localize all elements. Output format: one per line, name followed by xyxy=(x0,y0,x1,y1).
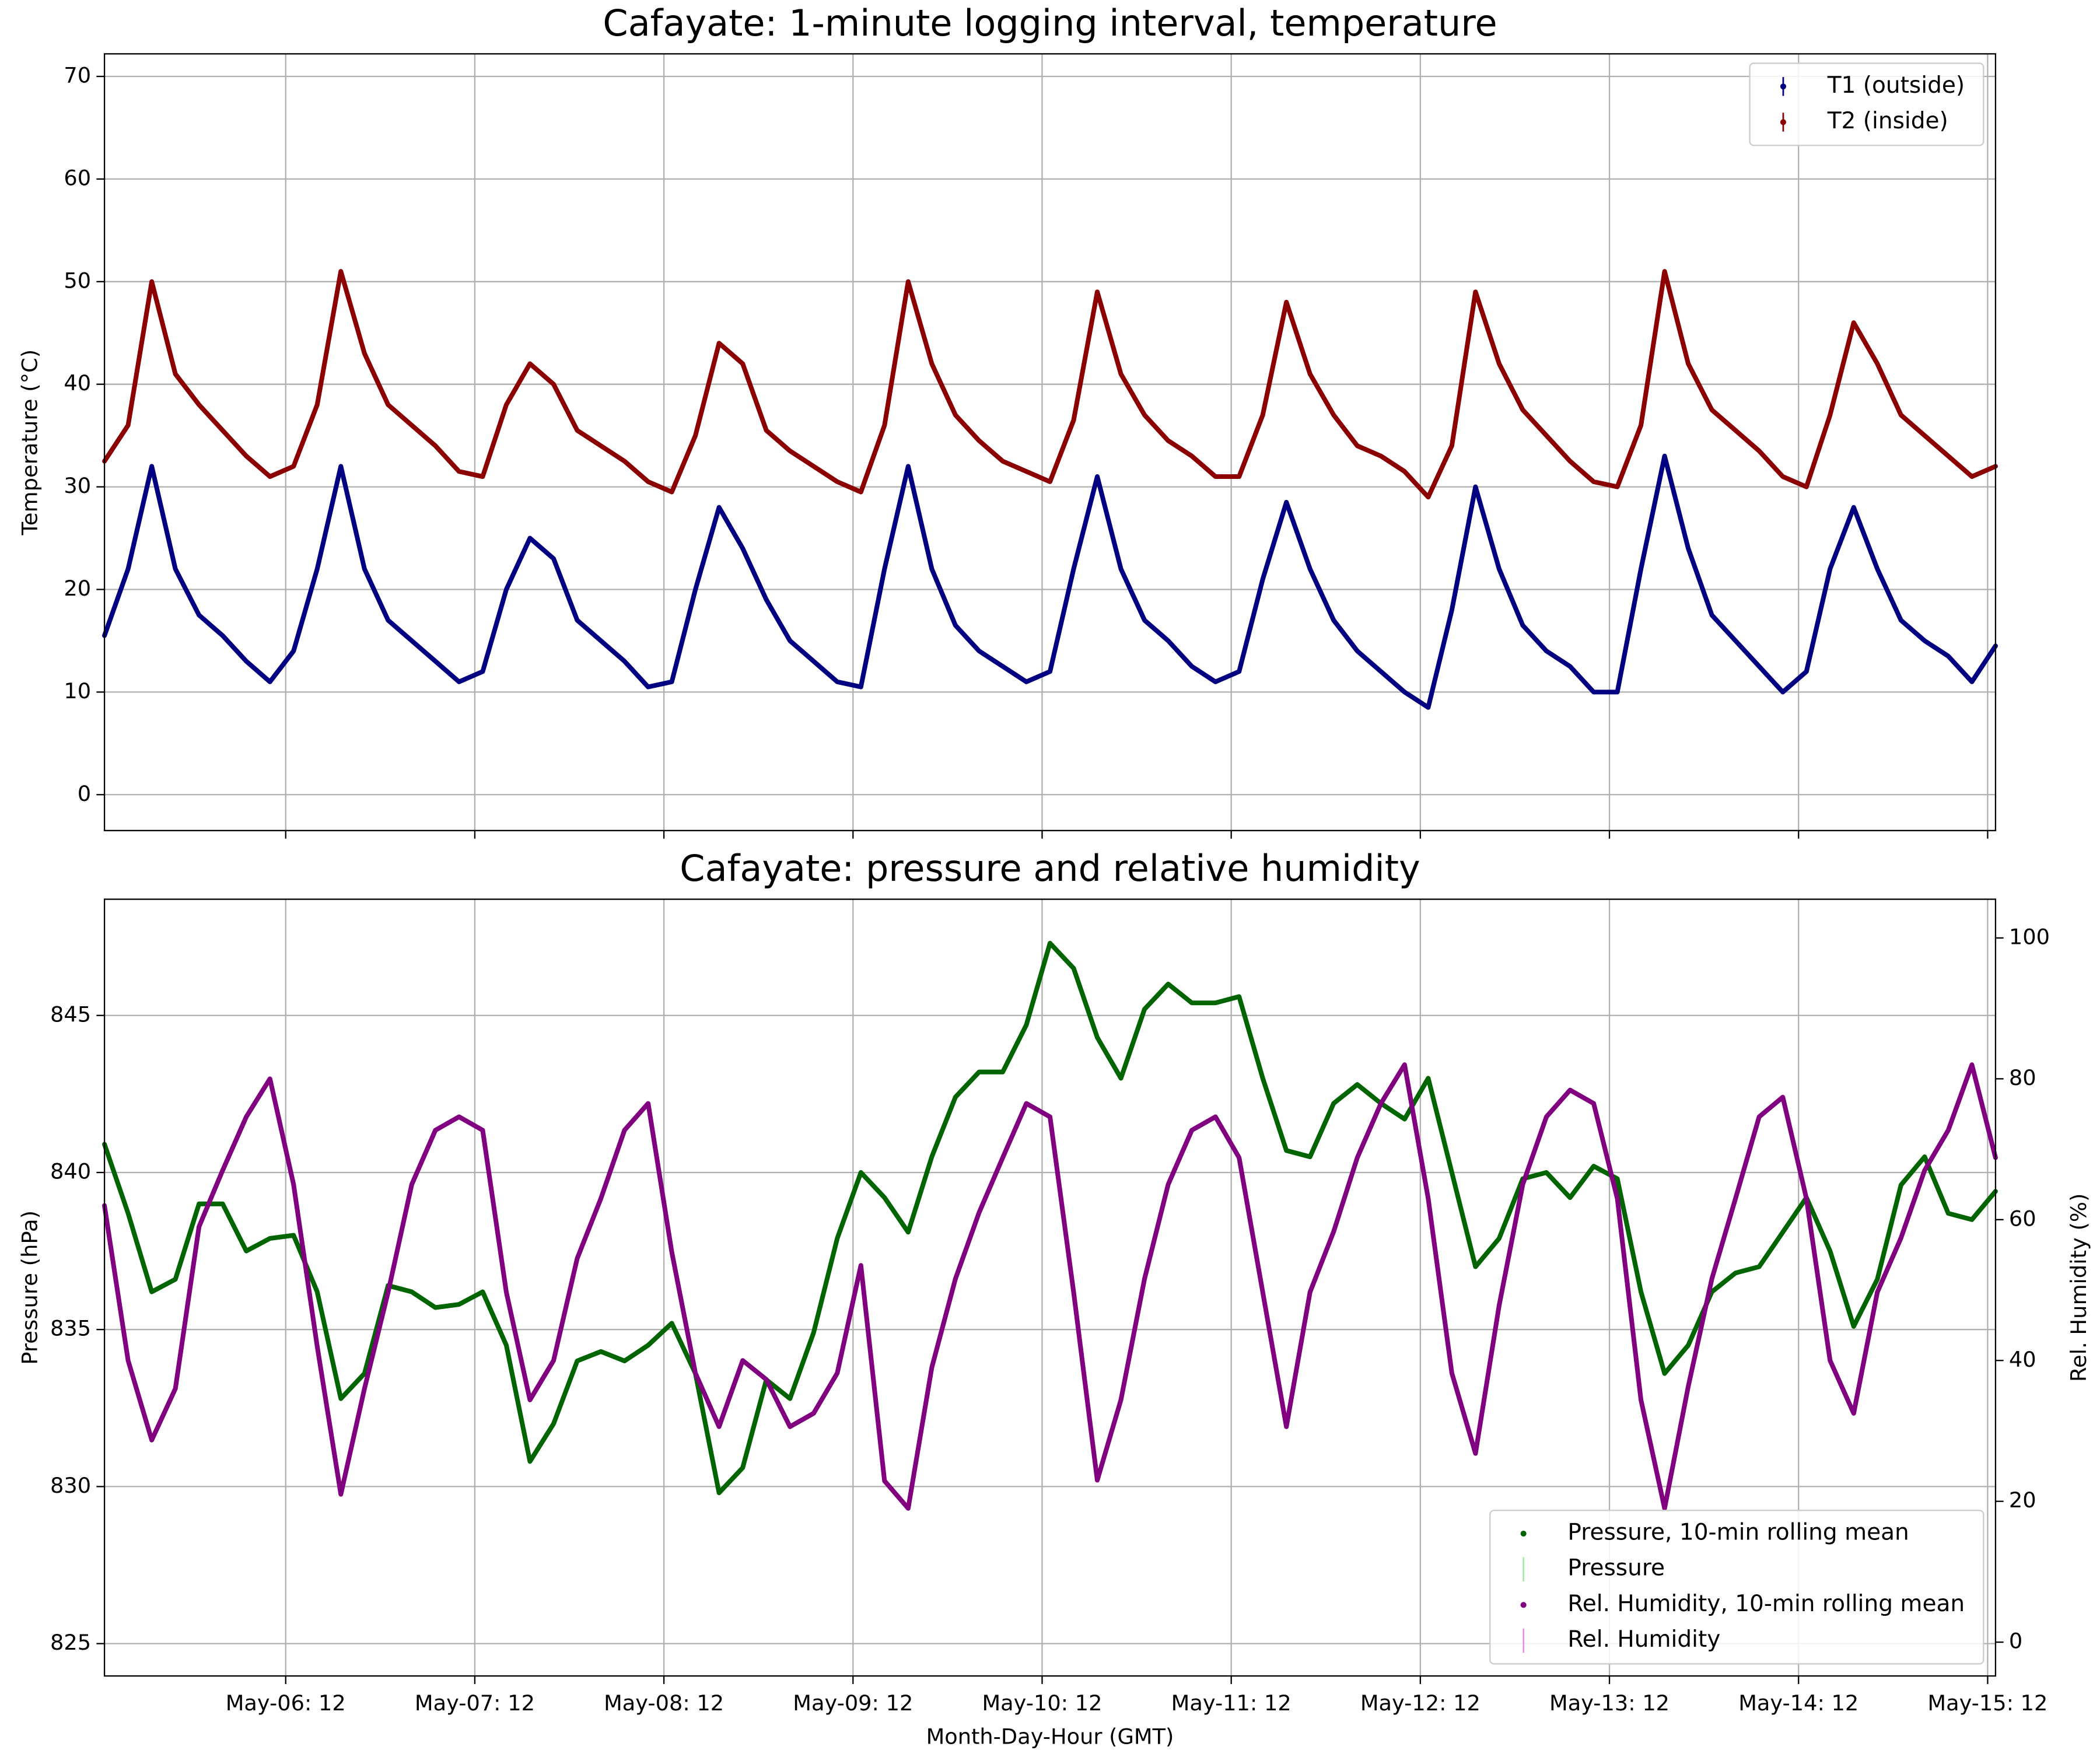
legend-swatch xyxy=(1520,1530,1527,1537)
x-tick-label: May-08: 12 xyxy=(604,1690,724,1716)
legend-swatch xyxy=(1780,83,1787,90)
y-axis-label: Temperature (°C) xyxy=(17,349,42,536)
series-line xyxy=(102,1062,1998,1511)
y2-tick-label: 80 xyxy=(2009,1065,2036,1090)
series-line xyxy=(102,269,1998,500)
x-tick-label: May-12: 12 xyxy=(1360,1690,1480,1716)
y-tick-label: 845 xyxy=(50,1002,91,1027)
y-tick-label: 50 xyxy=(64,268,91,293)
legend-box xyxy=(1749,62,1985,146)
y2-tick-label: 60 xyxy=(2009,1206,2036,1231)
y-tick-label: 0 xyxy=(78,781,91,806)
y2-tick-label: 20 xyxy=(2009,1488,2036,1513)
plot-frame xyxy=(103,53,1997,831)
legend-label: T1 (outside) xyxy=(1827,72,1965,99)
x-tick-label: May-14: 12 xyxy=(1738,1690,1859,1716)
y-tick-label: 70 xyxy=(64,62,91,88)
series-line xyxy=(102,453,1998,710)
y-tick-label: 20 xyxy=(64,576,91,601)
y-tick-label: 825 xyxy=(50,1630,91,1655)
y-axis-label: Pressure (hPa) xyxy=(17,1210,42,1365)
y2-axis-label: Rel. Humidity (%) xyxy=(2066,1194,2091,1382)
y-tick-label: 840 xyxy=(50,1158,91,1184)
x-tick-label: May-09: 12 xyxy=(793,1690,913,1716)
chart-title: Cafayate: 1-minute logging interval, tem… xyxy=(603,2,1497,44)
legend-label: Pressure xyxy=(1567,1555,1665,1581)
y2-tick-label: 100 xyxy=(2009,924,2050,949)
x-tick-label: May-15: 12 xyxy=(1927,1690,2048,1716)
legend-label: T2 (inside) xyxy=(1827,108,1948,134)
x-axis-label: Month-Day-Hour (GMT) xyxy=(926,1724,1174,1749)
legend: Pressure, 10-min rolling mean Pressure Rel… xyxy=(1489,1510,1985,1665)
y-tick-label: 835 xyxy=(50,1316,91,1341)
y2-tick-label: 0 xyxy=(2009,1629,2022,1654)
y-tick-label: 30 xyxy=(64,473,91,498)
y-tick-label: 830 xyxy=(50,1473,91,1498)
legend: T1 (outside) T2 (inside) xyxy=(1749,62,1985,146)
legend-label: Rel. Humidity, 10-min rolling mean xyxy=(1567,1591,1965,1617)
y-tick-label: 60 xyxy=(64,165,91,190)
legend-label: Rel. Humidity xyxy=(1567,1626,1720,1653)
y-tick-label: 40 xyxy=(64,370,91,396)
x-tick-label: May-07: 12 xyxy=(415,1690,535,1716)
series-line xyxy=(102,940,1998,1496)
x-tick-label: May-06: 12 xyxy=(226,1690,346,1716)
y-tick-label: 10 xyxy=(64,678,91,704)
legend-label: Pressure, 10-min rolling mean xyxy=(1567,1519,1909,1545)
plot-frame xyxy=(103,898,1997,1677)
x-tick-label: May-10: 12 xyxy=(982,1690,1102,1716)
legend-swatch xyxy=(1780,119,1787,125)
x-tick-label: May-11: 12 xyxy=(1171,1690,1292,1716)
y2-tick-label: 40 xyxy=(2009,1347,2036,1372)
chart-title: Cafayate: pressure and relative humidity xyxy=(680,847,1420,890)
legend-box xyxy=(1489,1510,1985,1665)
x-tick-label: May-13: 12 xyxy=(1549,1690,1670,1716)
legend-swatch xyxy=(1520,1602,1527,1608)
